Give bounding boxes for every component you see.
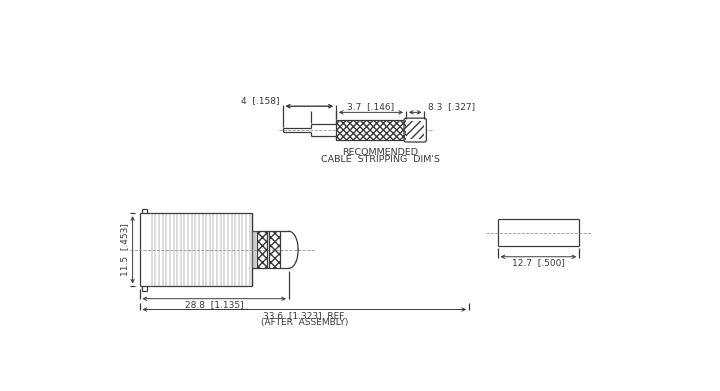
Text: (AFTER  ASSEMBLY): (AFTER ASSEMBLY): [261, 318, 348, 327]
Text: 11.5  [.453]: 11.5 [.453]: [120, 223, 129, 276]
Text: 28.8  [1.135]: 28.8 [1.135]: [185, 300, 243, 309]
Text: CABLE  STRIPPING  DIM'S: CABLE STRIPPING DIM'S: [320, 156, 440, 165]
Text: 12.7  [.500]: 12.7 [.500]: [512, 258, 564, 267]
Text: 3.7  [.146]: 3.7 [.146]: [347, 102, 395, 111]
Bar: [406, 121, 423, 139]
Text: RECOMMENDED: RECOMMENDED: [342, 148, 418, 157]
Text: 4  [.158]: 4 [.158]: [241, 97, 279, 106]
Bar: [269, 231, 279, 268]
Text: 8.3  [.327]: 8.3 [.327]: [428, 102, 474, 111]
Bar: [336, 120, 406, 140]
Bar: [336, 120, 406, 140]
Text: 33.6  [1.323]  REF.: 33.6 [1.323] REF.: [263, 311, 346, 320]
Bar: [256, 231, 267, 268]
FancyBboxPatch shape: [404, 118, 426, 142]
